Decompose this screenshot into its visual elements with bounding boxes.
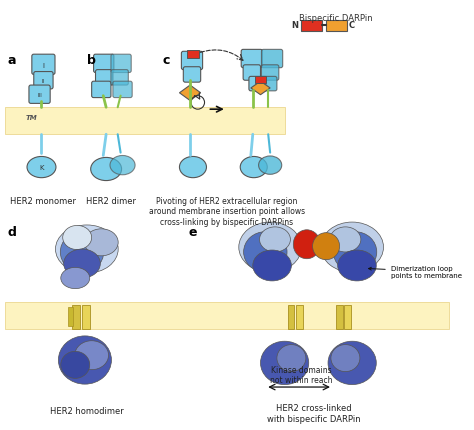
FancyBboxPatch shape	[113, 82, 132, 98]
Ellipse shape	[331, 345, 360, 372]
Bar	[5, 108, 284, 135]
Text: III: III	[37, 93, 42, 98]
Ellipse shape	[110, 156, 135, 175]
Text: II: II	[42, 79, 45, 83]
Ellipse shape	[64, 249, 100, 278]
FancyBboxPatch shape	[111, 71, 128, 86]
Text: HER2 cross-linked
with bispecific DARPin: HER2 cross-linked with bispecific DARPin	[267, 403, 360, 423]
Ellipse shape	[333, 232, 377, 273]
Ellipse shape	[61, 268, 90, 289]
Bar	[73, 305, 80, 329]
Text: Dimerization loop
points to membrane: Dimerization loop points to membrane	[369, 265, 462, 278]
Text: I: I	[42, 63, 45, 69]
FancyBboxPatch shape	[241, 50, 263, 68]
Ellipse shape	[277, 345, 306, 372]
FancyBboxPatch shape	[182, 52, 202, 71]
FancyBboxPatch shape	[93, 55, 114, 74]
Ellipse shape	[180, 157, 207, 178]
Ellipse shape	[321, 223, 383, 273]
Text: N: N	[291, 21, 298, 30]
FancyBboxPatch shape	[183, 68, 201, 83]
Text: b: b	[87, 54, 96, 67]
Bar	[187, 51, 199, 59]
Text: Bispecific DARPin: Bispecific DARPin	[299, 14, 373, 23]
FancyBboxPatch shape	[91, 82, 111, 98]
FancyBboxPatch shape	[96, 71, 113, 86]
Ellipse shape	[240, 157, 267, 178]
Ellipse shape	[61, 351, 90, 378]
FancyBboxPatch shape	[262, 50, 283, 68]
Text: TM: TM	[26, 115, 38, 120]
Bar	[326, 22, 347, 32]
FancyBboxPatch shape	[262, 66, 279, 81]
Bar	[255, 77, 266, 84]
Bar	[336, 305, 343, 329]
Ellipse shape	[239, 223, 301, 273]
Bar	[301, 22, 322, 32]
Text: Pivoting of HER2 extracellular region
around membrane insertion point allows
cro: Pivoting of HER2 extracellular region ar…	[149, 197, 305, 226]
Ellipse shape	[330, 227, 361, 252]
Ellipse shape	[63, 226, 91, 250]
FancyBboxPatch shape	[111, 55, 131, 74]
Ellipse shape	[91, 158, 121, 181]
Ellipse shape	[253, 250, 292, 281]
Text: Kinase domains
not within reach: Kinase domains not within reach	[270, 365, 332, 384]
FancyBboxPatch shape	[249, 77, 266, 92]
FancyBboxPatch shape	[29, 86, 50, 104]
Ellipse shape	[312, 233, 339, 260]
Text: d: d	[8, 225, 17, 238]
Bar	[5, 302, 448, 329]
Ellipse shape	[293, 230, 320, 259]
Text: HER2 dimer: HER2 dimer	[86, 197, 136, 206]
Ellipse shape	[244, 232, 287, 273]
Ellipse shape	[258, 157, 282, 175]
Polygon shape	[180, 86, 201, 101]
Ellipse shape	[27, 157, 56, 178]
Bar	[288, 305, 294, 329]
Text: c: c	[162, 54, 170, 67]
Text: a: a	[8, 54, 16, 67]
Ellipse shape	[328, 341, 376, 385]
Ellipse shape	[260, 227, 291, 252]
Ellipse shape	[60, 232, 104, 273]
Polygon shape	[251, 82, 270, 95]
Ellipse shape	[84, 229, 118, 256]
Ellipse shape	[55, 225, 118, 273]
Text: HER2 monomer: HER2 monomer	[10, 197, 76, 206]
Bar	[345, 305, 351, 329]
Text: C: C	[349, 21, 355, 30]
FancyBboxPatch shape	[243, 66, 261, 81]
Ellipse shape	[75, 341, 109, 370]
FancyBboxPatch shape	[32, 55, 55, 75]
Text: e: e	[188, 225, 197, 238]
FancyBboxPatch shape	[260, 77, 277, 92]
Bar	[296, 305, 303, 329]
Bar	[67, 307, 73, 326]
Ellipse shape	[337, 250, 376, 281]
Text: HER2 homodimer: HER2 homodimer	[50, 406, 124, 415]
Text: K: K	[39, 165, 44, 171]
FancyBboxPatch shape	[34, 72, 53, 90]
Ellipse shape	[58, 336, 111, 384]
Ellipse shape	[261, 341, 309, 385]
Bar	[82, 305, 90, 329]
